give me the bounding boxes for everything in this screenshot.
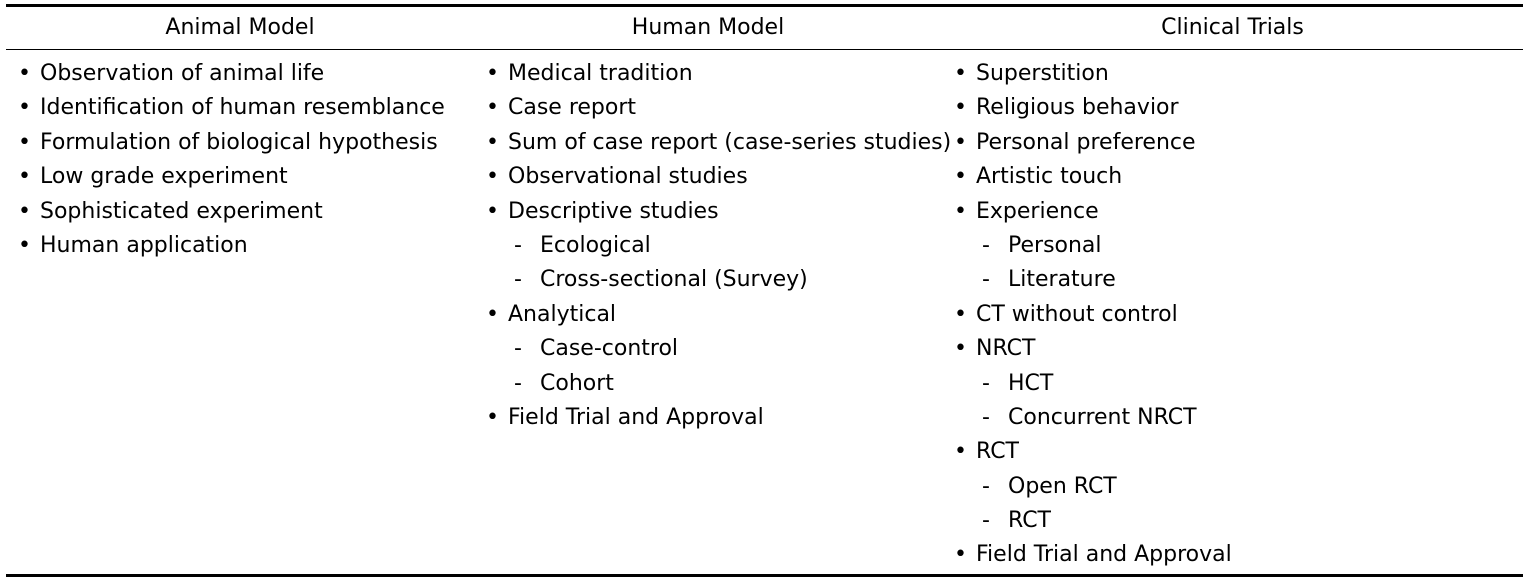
table-bottom-rule: [6, 574, 1523, 577]
list-item: Identification of human resemblance: [6, 91, 474, 125]
comparison-table: Animal Model Human Model Clinical Trials…: [6, 0, 1523, 581]
list-item: NRCT: [942, 332, 1523, 366]
header-human-model: Human Model: [631, 15, 785, 40]
list-item: Personal preference: [942, 126, 1523, 160]
sub-list-item: Cross-sectional (Survey): [474, 263, 942, 297]
list-item: RCT: [942, 435, 1523, 469]
list-item: Sum of case report (case-series studies): [474, 126, 951, 160]
header-animal-model: Animal Model: [165, 15, 315, 40]
list-item: Case report: [474, 91, 942, 125]
list-item: Low grade experiment: [6, 160, 474, 194]
list-item: Religious behavior: [942, 91, 1523, 125]
sub-list-item: Concurrent NRCT: [942, 401, 1523, 435]
table-top-rule: [6, 4, 1523, 7]
list-item: Field Trial and Approval: [942, 538, 1523, 572]
list-item: Observation of animal life: [6, 57, 474, 91]
column-clinical-trials: SuperstitionReligious behaviorPersonal p…: [942, 57, 1523, 573]
column-human-model: Medical traditionCase reportSum of case …: [474, 57, 951, 435]
list-item: Human application: [6, 229, 474, 263]
list-item: Observational studies: [474, 160, 942, 194]
sub-list-item: Case-control: [474, 332, 942, 366]
sub-list-item: Personal: [942, 229, 1523, 263]
header-divider-rule: [6, 49, 1523, 50]
list-item: Superstition: [942, 57, 1523, 91]
list-item: Experience: [942, 195, 1523, 229]
list-item: Artistic touch: [942, 160, 1523, 194]
list-item: Sophisticated experiment: [6, 195, 474, 229]
sub-list-item: RCT: [942, 504, 1523, 538]
list-item: Descriptive studies: [474, 195, 942, 229]
header-clinical-trials: Clinical Trials: [1161, 15, 1304, 40]
list-item: Field Trial and Approval: [474, 401, 942, 435]
list-item: Formulation of biological hypothesis: [6, 126, 474, 160]
sub-list-item: Ecological: [474, 229, 942, 263]
column-animal-model: Observation of animal lifeIdentification…: [6, 57, 474, 263]
sub-list-item: Literature: [942, 263, 1523, 297]
list-item: Analytical: [474, 298, 942, 332]
sub-list-item: HCT: [942, 367, 1523, 401]
list-item: Medical tradition: [474, 57, 942, 91]
list-item: CT without control: [942, 298, 1523, 332]
sub-list-item: Cohort: [474, 367, 942, 401]
sub-list-item: Open RCT: [942, 470, 1523, 504]
